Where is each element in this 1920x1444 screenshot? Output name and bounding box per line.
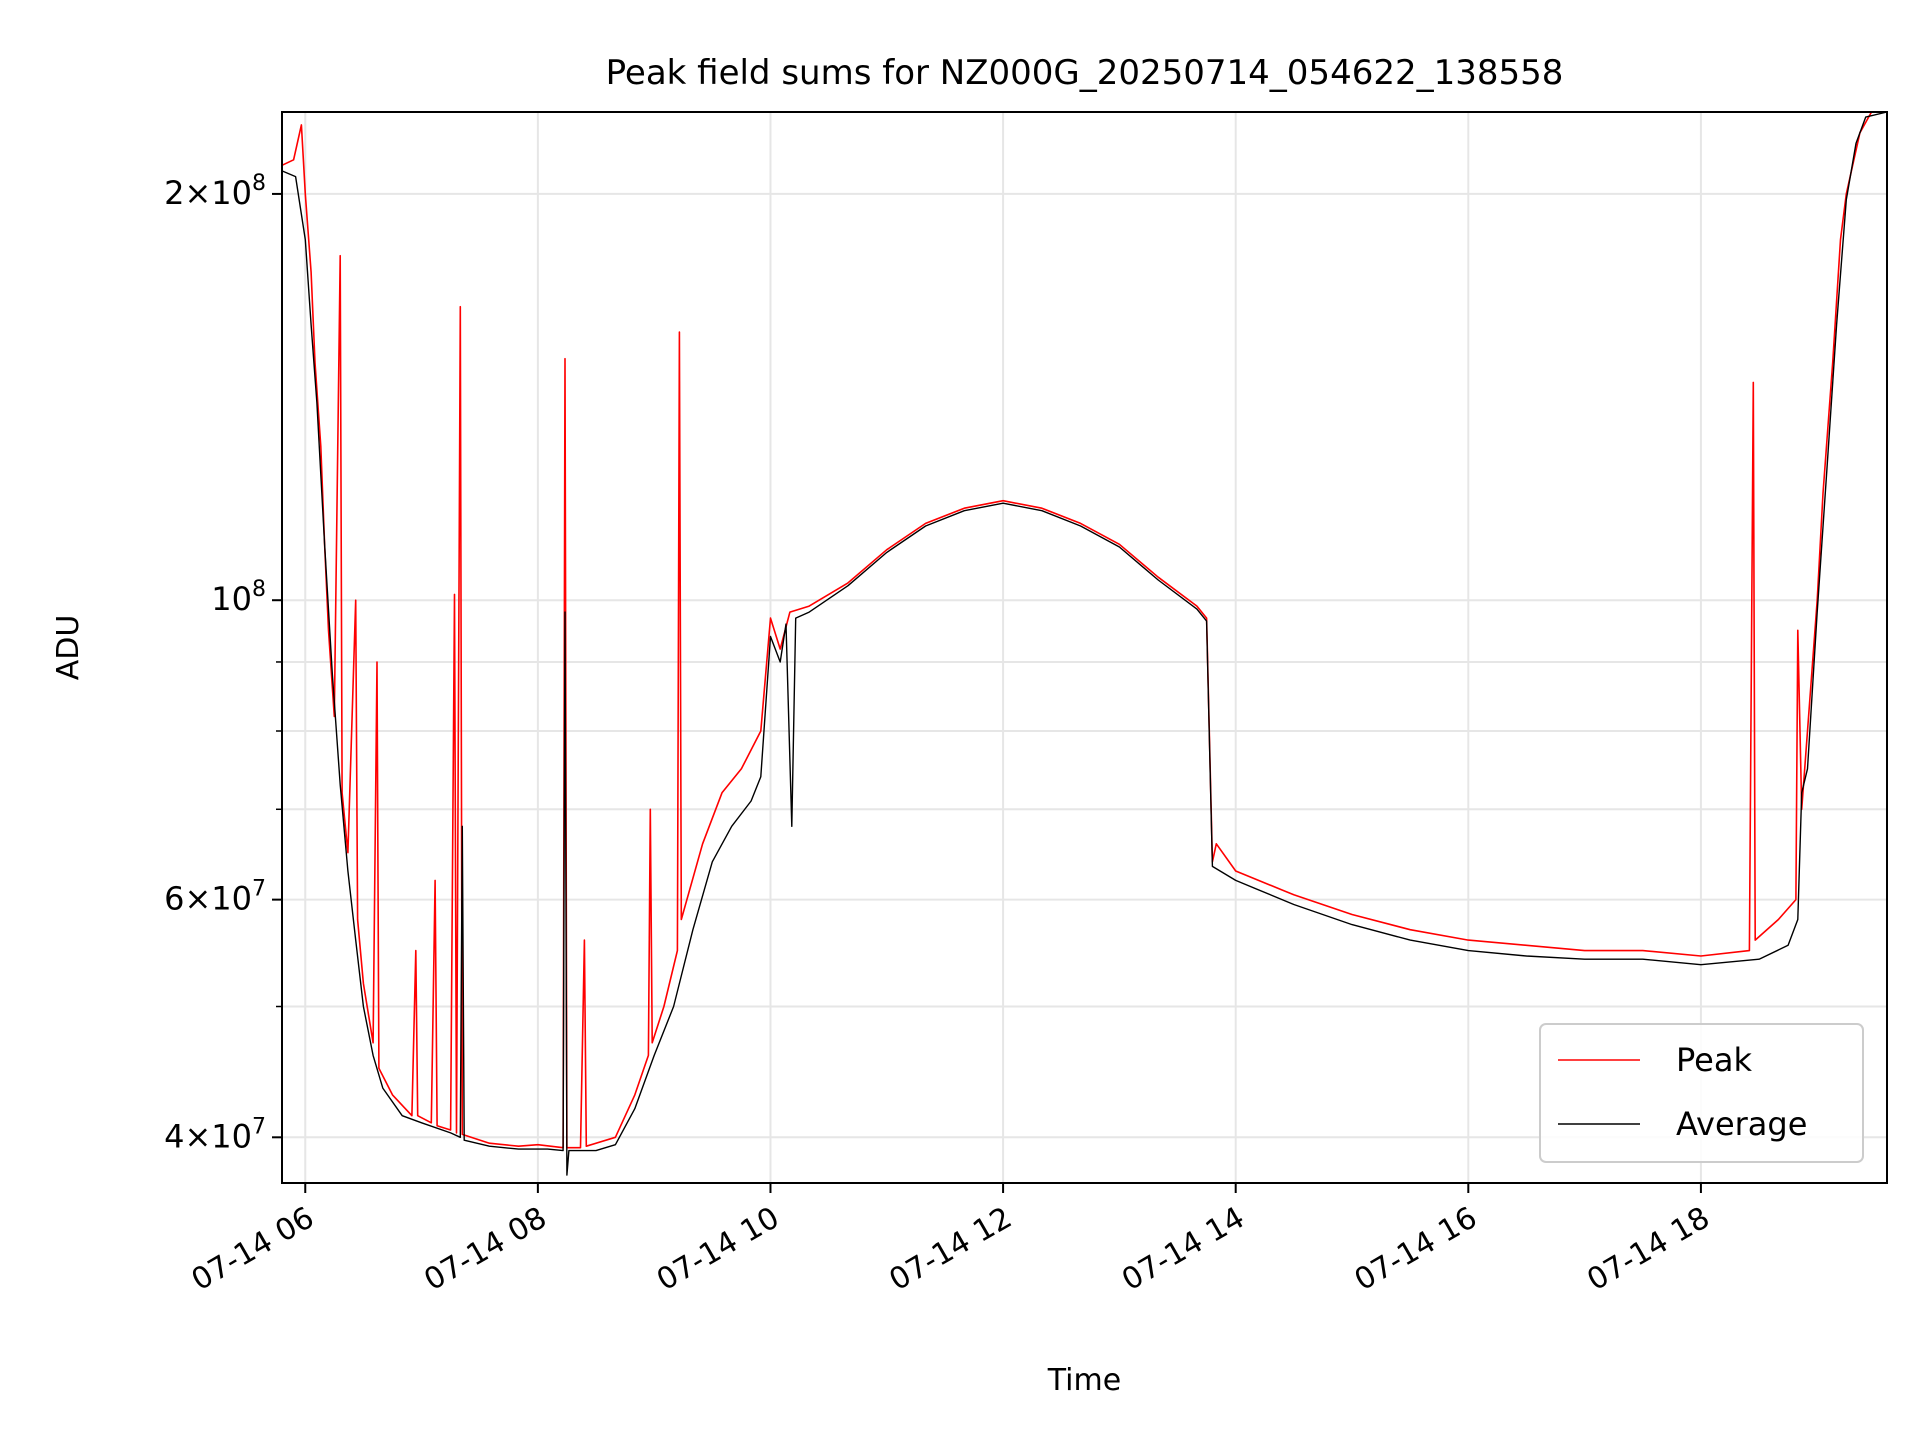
y-tick-mantissa: 4 (164, 1117, 184, 1155)
plot-frame (281, 111, 1888, 1184)
y-tick-times: × (184, 880, 211, 918)
y-tick-exponent: 8 (252, 171, 266, 196)
y-tick-mantissa: 2 (164, 174, 184, 212)
y-tick-base: 10 (211, 580, 252, 618)
x-axis-label: Time (1047, 1363, 1121, 1398)
y-tick-base: 10 (211, 1117, 252, 1155)
legend-box (1539, 1023, 1864, 1163)
y-tick-exponent: 8 (252, 577, 266, 602)
y-tick-base: 10 (211, 880, 252, 918)
y-tick-label: 108 (211, 577, 266, 618)
chart-title: Peak field sums for NZ000G_20250714_0546… (606, 53, 1564, 93)
legend: Peak Average (1539, 1023, 1864, 1163)
y-tick-base: 10 (211, 174, 252, 212)
y-tick-times: × (184, 174, 211, 212)
y-tick-times: × (184, 1117, 211, 1155)
series-layer (281, 111, 1888, 1176)
y-tick-exponent: 7 (252, 877, 266, 902)
legend-peak-label: Peak (1676, 1041, 1752, 1079)
grid-layer (282, 112, 1887, 1183)
legend-average-label: Average (1676, 1105, 1807, 1143)
y-tick-mantissa: 6 (164, 880, 184, 918)
y-axis-label: ADU (51, 615, 86, 681)
y-tick-label: 4×107 (164, 1114, 266, 1155)
series-line-average (281, 111, 1888, 1176)
series-line-peak (281, 111, 1887, 1149)
y-tick-exponent: 7 (252, 1114, 266, 1139)
y-tick-label: 2×108 (164, 171, 266, 212)
y-tick-label: 6×107 (164, 877, 266, 918)
